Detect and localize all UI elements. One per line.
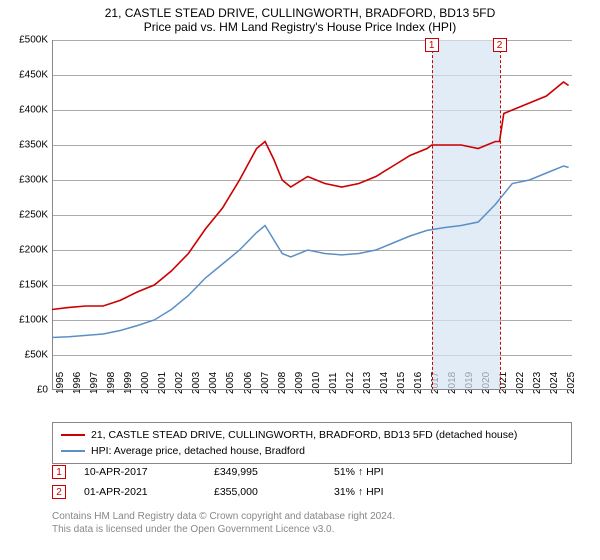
sale-pct-vs-hpi: 51% ↑ HPI [334, 466, 454, 478]
series-price_paid [52, 82, 569, 310]
legend-item: HPI: Average price, detached house, Brad… [61, 443, 563, 459]
sale-pct-vs-hpi: 31% ↑ HPI [334, 486, 454, 498]
y-tick-label: £500K [0, 35, 48, 46]
chart-subtitle: Price paid vs. HM Land Registry's House … [0, 20, 600, 34]
sale-price: £355,000 [214, 486, 334, 498]
y-tick-label: £350K [0, 140, 48, 151]
sale-date: 01-APR-2021 [84, 486, 214, 498]
sale-date: 10-APR-2017 [84, 466, 214, 478]
legend-item: 21, CASTLE STEAD DRIVE, CULLINGWORTH, BR… [61, 427, 563, 443]
chart-lines [52, 40, 572, 390]
y-tick-label: £150K [0, 280, 48, 291]
chart-title-address: 21, CASTLE STEAD DRIVE, CULLINGWORTH, BR… [0, 6, 600, 20]
y-tick-label: £450K [0, 70, 48, 81]
y-tick-label: £400K [0, 105, 48, 116]
legend: 21, CASTLE STEAD DRIVE, CULLINGWORTH, BR… [52, 422, 572, 464]
footer-attribution: Contains HM Land Registry data © Crown c… [52, 510, 395, 536]
y-tick-label: £0 [0, 385, 48, 396]
footer-line1: Contains HM Land Registry data © Crown c… [52, 510, 395, 523]
sale-row: 2 01-APR-2021£355,00031% ↑ HPI [52, 482, 572, 502]
footer-line2: This data is licensed under the Open Gov… [52, 523, 395, 536]
sale-row-marker: 2 [52, 485, 66, 499]
y-tick-label: £200K [0, 245, 48, 256]
legend-label: HPI: Average price, detached house, Brad… [91, 445, 305, 457]
legend-swatch [61, 450, 85, 452]
sale-row: 1 10-APR-2017£349,99551% ↑ HPI [52, 462, 572, 482]
series-hpi [52, 166, 569, 338]
sales-table: 1 10-APR-2017£349,99551% ↑ HPI 2 01-APR-202… [52, 462, 572, 502]
y-tick-label: £50K [0, 350, 48, 361]
sale-price: £349,995 [214, 466, 334, 478]
sale-row-marker: 1 [52, 465, 66, 479]
y-tick-label: £100K [0, 315, 48, 326]
legend-swatch [61, 434, 85, 436]
legend-label: 21, CASTLE STEAD DRIVE, CULLINGWORTH, BR… [91, 429, 517, 441]
y-tick-label: £250K [0, 210, 48, 221]
y-tick-label: £300K [0, 175, 48, 186]
